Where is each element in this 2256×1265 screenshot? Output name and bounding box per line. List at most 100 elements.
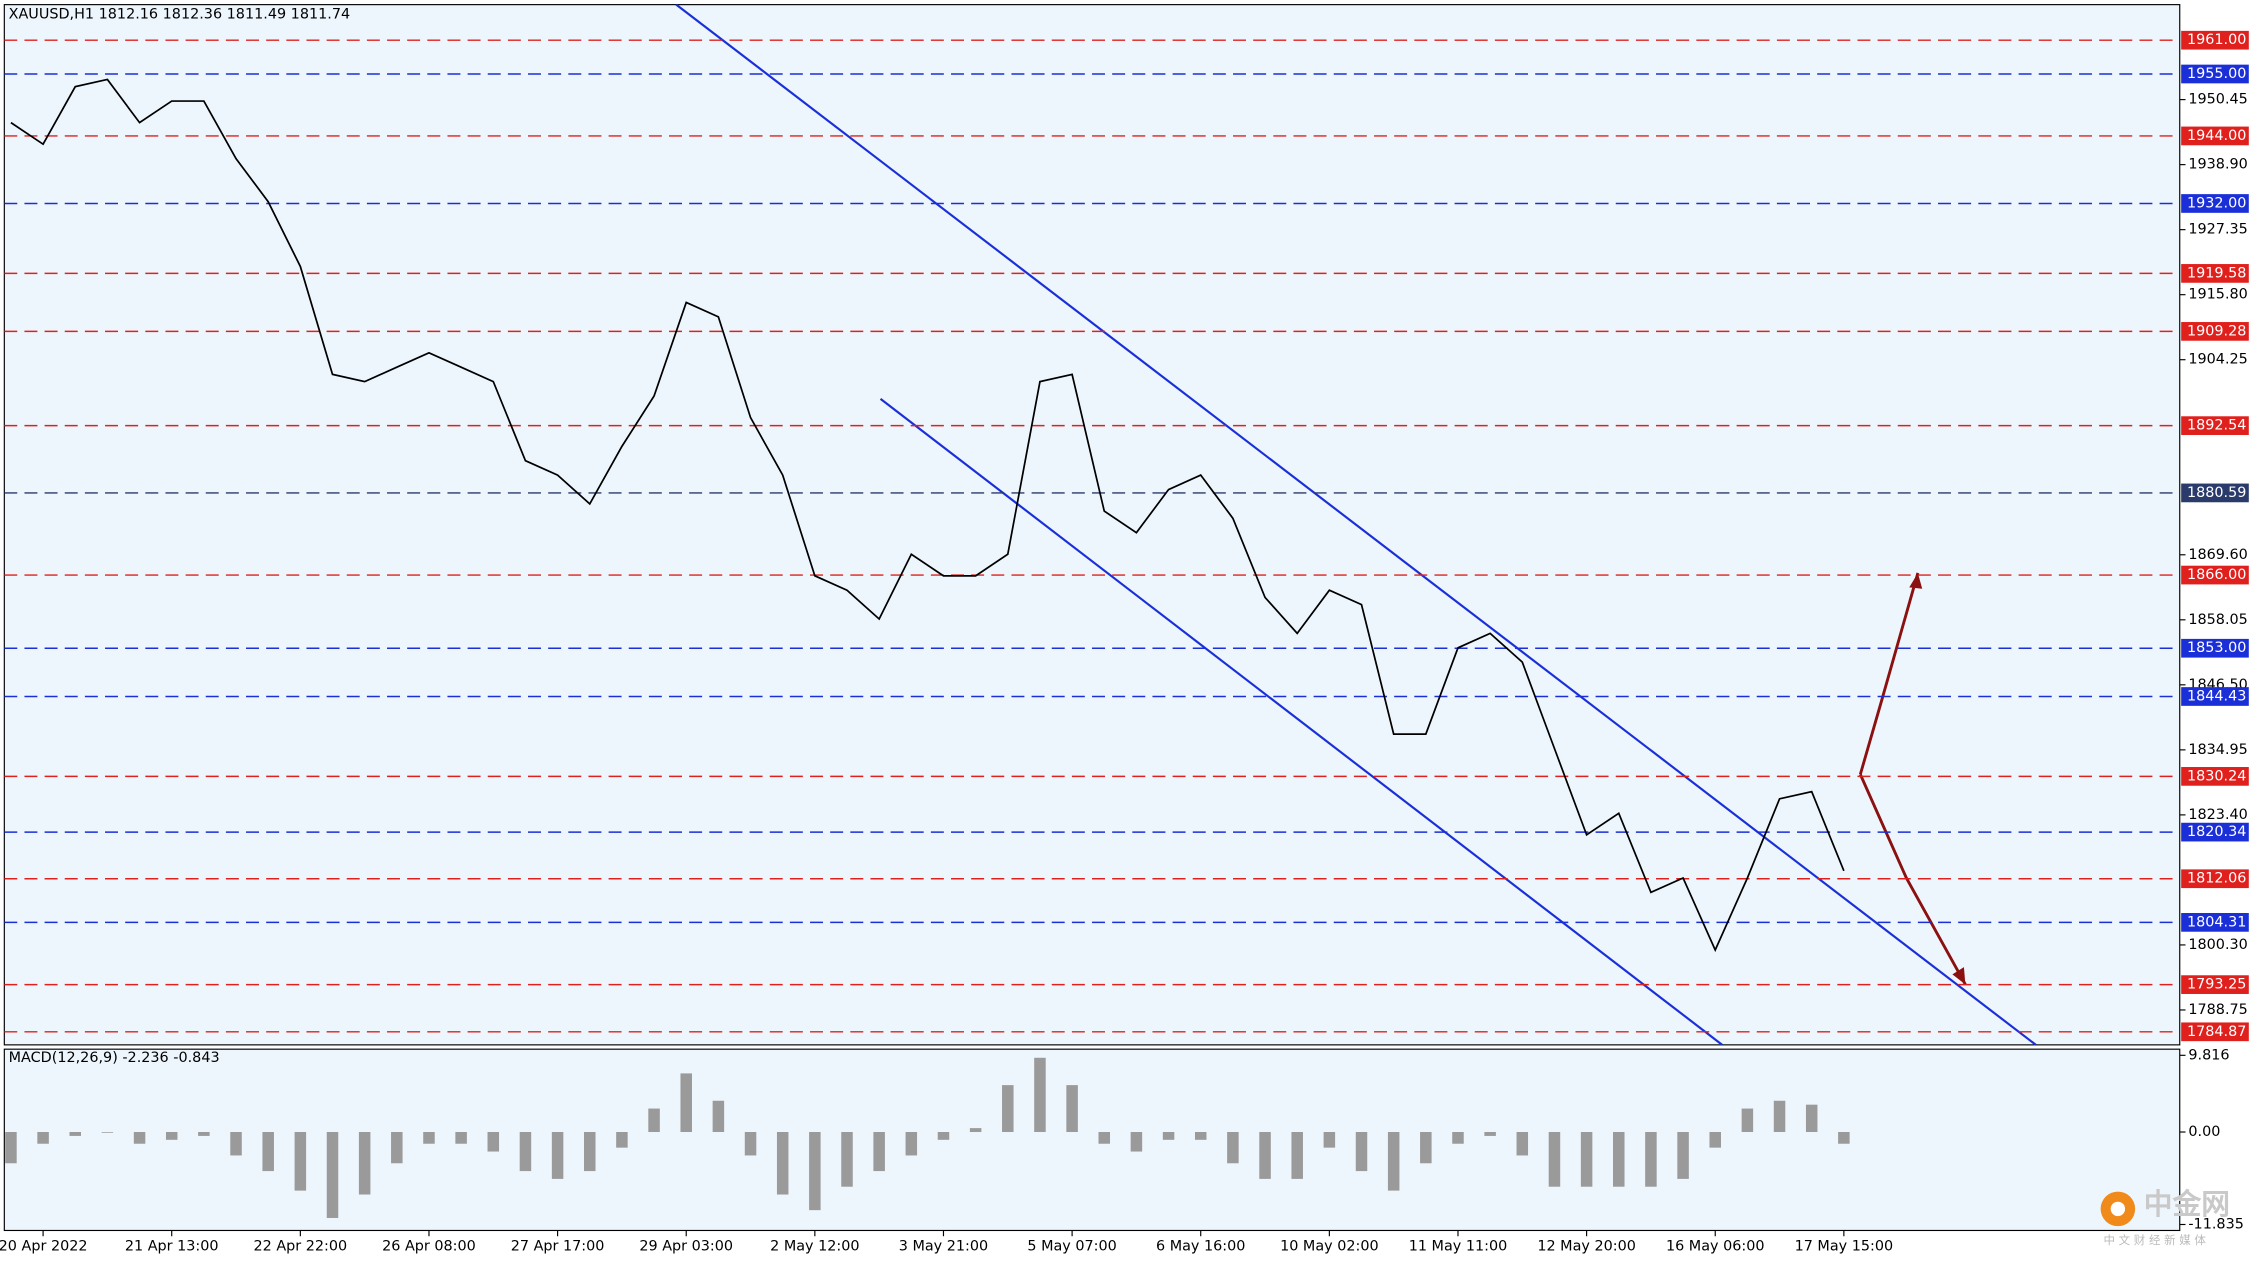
y-tick-label: -11.835 <box>2188 1216 2244 1232</box>
price-line <box>10 78 1845 953</box>
macd-bar <box>873 1132 885 1172</box>
macd-bar <box>1613 1132 1625 1187</box>
macd-bar <box>680 1073 692 1133</box>
macd-bar <box>1420 1132 1432 1164</box>
macd-bar <box>616 1132 628 1148</box>
chart-title: XAUUSD,H1 1812.16 1812.36 1811.49 1811.7… <box>9 7 351 23</box>
macd-bar <box>423 1132 435 1144</box>
level-label-box <box>2181 483 2249 503</box>
level-label: 1793.25 <box>2187 977 2246 993</box>
macd-bar <box>5 1132 17 1164</box>
macd-bar <box>230 1132 242 1156</box>
level-label: 1909.28 <box>2187 323 2246 339</box>
macd-bar <box>262 1132 274 1172</box>
macd-bar <box>1741 1108 1754 1133</box>
macd-bar <box>519 1132 532 1172</box>
watermark-tagline: 中 文 财 经 新 媒 体 <box>2103 1233 2206 1247</box>
level-label-box <box>2181 869 2249 889</box>
y-tick-label: 1869.60 <box>2188 547 2247 563</box>
macd-bar <box>391 1132 403 1164</box>
macd-bar <box>1516 1132 1529 1156</box>
macd-bar <box>1773 1100 1786 1133</box>
macd-bar <box>294 1132 307 1191</box>
x-tick-label: 26 Apr 08:00 <box>382 1238 476 1254</box>
x-tick-label: 11 May 11:00 <box>1409 1238 1508 1254</box>
x-tick-label: 21 Apr 13:00 <box>125 1238 219 1254</box>
level-label: 1853.00 <box>2187 640 2246 656</box>
macd-bar <box>1387 1132 1400 1191</box>
y-tick-label: 1915.80 <box>2188 287 2247 303</box>
level-label: 1955.00 <box>2187 66 2246 82</box>
y-tick-label: 9.816 <box>2188 1047 2229 1063</box>
y-tick-label: 1904.25 <box>2188 352 2247 368</box>
macd-bar <box>37 1132 49 1144</box>
level-label: 1944.00 <box>2187 128 2246 144</box>
level-label: 1812.06 <box>2187 871 2246 887</box>
level-label-box <box>2181 767 2249 786</box>
y-tick-label: 1834.95 <box>2188 742 2247 758</box>
y-tick-label: 1823.40 <box>2188 807 2247 823</box>
macd-bar <box>69 1132 82 1136</box>
macd-bar <box>358 1132 371 1195</box>
macd-bar <box>744 1132 757 1156</box>
macd-bar <box>1130 1132 1143 1152</box>
macd-bar <box>1194 1132 1207 1140</box>
level-label-box <box>2181 638 2249 658</box>
y-tick-label: 0.00 <box>2188 1124 2220 1140</box>
x-tick-label: 17 May 15:00 <box>1795 1238 1894 1254</box>
level-label-box <box>2181 565 2249 585</box>
level-label-box <box>2181 913 2249 932</box>
level-label-box <box>2181 30 2249 50</box>
macd-bar <box>905 1132 918 1156</box>
macd-bar <box>326 1132 339 1218</box>
macd-bar <box>1034 1057 1046 1133</box>
macd-bar <box>1484 1132 1496 1136</box>
macd-bar <box>937 1132 950 1140</box>
macd-bar <box>487 1132 500 1152</box>
macd-bar <box>712 1100 725 1133</box>
macd-bar <box>1098 1132 1111 1144</box>
x-tick-label: 12 May 20:00 <box>1537 1238 1636 1254</box>
level-label-box <box>2181 416 2249 435</box>
price-panel <box>3 4 2181 1046</box>
x-tick-label: 6 May 16:00 <box>1156 1238 1245 1254</box>
level-label: 1844.43 <box>2187 688 2246 704</box>
level-label-box <box>2181 322 2249 341</box>
level-label-box <box>2181 975 2249 994</box>
macd-bar <box>1580 1132 1593 1187</box>
macd-bar <box>1323 1132 1336 1148</box>
level-label-box <box>2181 687 2249 706</box>
x-tick-label: 3 May 21:00 <box>899 1238 988 1254</box>
level-label: 1880.59 <box>2187 485 2246 501</box>
y-tick-label: 1938.90 <box>2188 157 2247 173</box>
macd-bar <box>969 1128 982 1133</box>
channel-line <box>675 3 2037 1046</box>
macd-bar <box>1002 1085 1014 1133</box>
level-label: 1804.31 <box>2187 914 2246 930</box>
x-tick-label: 22 Apr 22:00 <box>253 1238 347 1254</box>
macd-title: MACD(12,26,9) -2.236 -0.843 <box>9 1050 220 1066</box>
arrow-down <box>1859 773 1967 986</box>
macd-bar <box>133 1132 146 1144</box>
x-tick-label: 10 May 02:00 <box>1280 1238 1379 1254</box>
macd-bar <box>1355 1132 1368 1172</box>
level-label: 1919.58 <box>2187 265 2246 281</box>
macd-bar <box>1291 1132 1303 1179</box>
macd-bar <box>1709 1132 1721 1148</box>
level-label: 1932.00 <box>2187 195 2246 211</box>
y-tick-label: 1927.35 <box>2188 222 2247 238</box>
level-label-box <box>2181 126 2249 146</box>
level-label: 1830.24 <box>2187 768 2246 784</box>
x-tick-label: 27 Apr 17:00 <box>511 1238 605 1254</box>
y-tick-label: 1788.75 <box>2188 1002 2247 1018</box>
x-tick-label: 5 May 07:00 <box>1027 1238 1116 1254</box>
y-tick-label: 1950.45 <box>2188 92 2247 108</box>
level-label-box <box>2181 64 2249 84</box>
level-label-box <box>2181 194 2249 213</box>
plot-layer: 1950.45 1938.90 1927.35 1915.80 1904.25 1869.… <box>0 30 2249 1254</box>
level-label: 1820.34 <box>2187 824 2246 840</box>
level-label-box <box>2181 1022 2249 1042</box>
level-label-box <box>2181 264 2249 283</box>
x-tick-label: 29 Apr 03:00 <box>639 1238 733 1254</box>
